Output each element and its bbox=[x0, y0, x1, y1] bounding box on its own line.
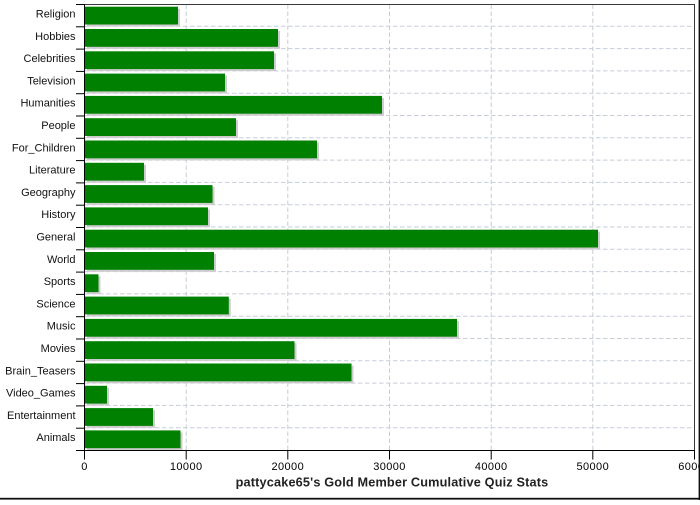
svg-text:Celebrities: Celebrities bbox=[24, 53, 76, 65]
svg-text:40000: 40000 bbox=[475, 461, 508, 473]
svg-text:60000: 60000 bbox=[678, 461, 700, 473]
svg-text:50000: 50000 bbox=[577, 461, 610, 473]
svg-text:For_Children: For_Children bbox=[12, 142, 76, 154]
svg-text:Literature: Literature bbox=[29, 165, 75, 177]
svg-text:10000: 10000 bbox=[170, 461, 203, 473]
svg-text:Science: Science bbox=[36, 298, 75, 310]
svg-text:0: 0 bbox=[81, 461, 88, 473]
svg-text:Brain_Teasers: Brain_Teasers bbox=[5, 365, 76, 377]
svg-text:Television: Television bbox=[27, 75, 75, 87]
svg-text:20000: 20000 bbox=[272, 461, 305, 473]
svg-text:Hobbies: Hobbies bbox=[35, 31, 76, 43]
svg-text:Entertainment: Entertainment bbox=[7, 410, 75, 422]
svg-text:Religion: Religion bbox=[36, 9, 76, 21]
svg-text:Video_Games: Video_Games bbox=[6, 388, 76, 400]
svg-text:Movies: Movies bbox=[41, 343, 76, 355]
svg-text:Sports: Sports bbox=[44, 276, 76, 288]
svg-text:History: History bbox=[41, 209, 76, 221]
svg-text:Animals: Animals bbox=[36, 432, 76, 444]
svg-text:Humanities: Humanities bbox=[20, 98, 76, 110]
svg-text:Geography: Geography bbox=[21, 187, 76, 199]
svg-text:30000: 30000 bbox=[373, 461, 406, 473]
svg-text:General: General bbox=[36, 232, 75, 244]
svg-text:World: World bbox=[47, 254, 76, 266]
svg-text:Music: Music bbox=[47, 321, 76, 333]
svg-text:pattycake65's Gold Member Cumu: pattycake65's Gold Member Cumulative Qui… bbox=[236, 476, 549, 490]
svg-text:People: People bbox=[41, 120, 75, 132]
